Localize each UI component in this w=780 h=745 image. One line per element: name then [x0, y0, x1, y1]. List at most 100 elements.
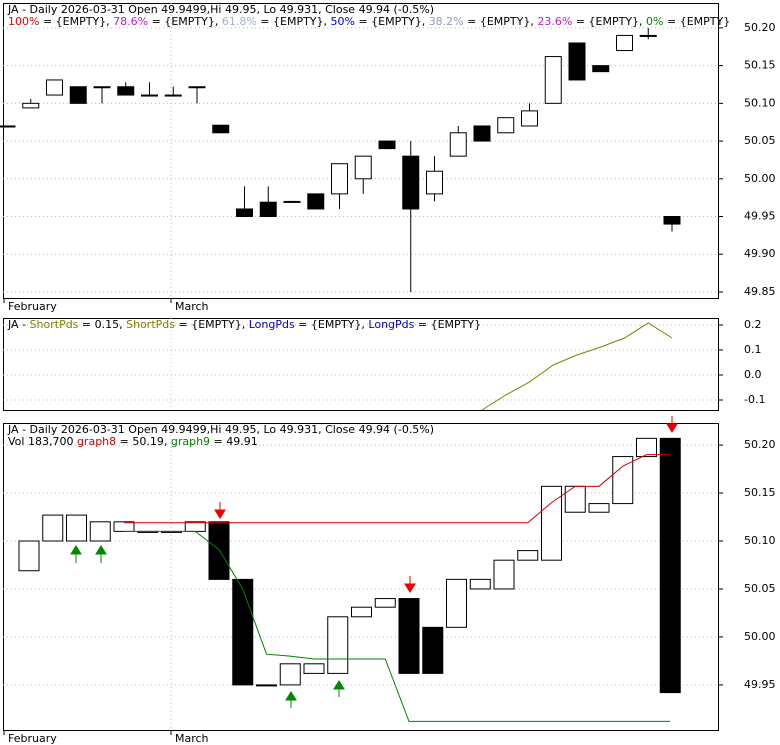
candle-body	[283, 200, 301, 203]
y-tick-label: 0.0	[744, 368, 762, 381]
buy-arrow	[333, 680, 345, 697]
x-tick-label: February	[8, 300, 57, 313]
candle-body	[402, 155, 420, 210]
panel-frame	[3, 318, 719, 411]
header-segment: graph9	[171, 435, 210, 448]
x-tick-label: March	[175, 300, 209, 313]
y-tick-label: 50.10	[744, 534, 776, 547]
header-text: JA - Daily 2026-03-31 Open 49.9499,Hi 49…	[7, 423, 434, 436]
candle-body	[307, 193, 325, 210]
x-tick-label: March	[175, 732, 209, 745]
candle-body	[568, 42, 586, 81]
candle-body	[46, 79, 63, 96]
candle-body	[426, 170, 443, 195]
y-tick-label: 50.10	[744, 96, 776, 109]
candle-body	[521, 110, 538, 127]
header-segment: JA - Daily 2026-03-31 Open 49.9499,Hi 49…	[7, 3, 434, 16]
sell-arrow	[404, 576, 416, 593]
panel-frame	[3, 3, 719, 299]
header-segment: JA - Daily 2026-03-31 Open 49.9499,Hi 49…	[7, 423, 434, 436]
candle-body	[279, 663, 301, 686]
header-text: Vol 183,700 graph8 = 50.19, graph9 = 49.…	[8, 435, 258, 448]
header-segment: 78.6%	[113, 15, 148, 28]
candle-body	[517, 550, 539, 561]
y-tick-label: 50.20	[744, 21, 776, 34]
candle-body	[449, 132, 467, 157]
candle-body	[212, 124, 230, 134]
sell-arrow	[214, 502, 226, 519]
candle-body	[117, 86, 135, 96]
header-segment: 50%	[331, 15, 355, 28]
candle-body	[592, 65, 610, 73]
header-segment: 61.8%	[222, 15, 257, 28]
signal-arrows	[70, 416, 678, 708]
series-line	[481, 322, 673, 411]
candle-body	[327, 616, 349, 674]
header-segment: 100%	[8, 15, 39, 28]
series-line	[124, 454, 671, 524]
buy-arrow	[70, 545, 82, 563]
candle-body	[588, 503, 610, 513]
y-tick-label: 49.90	[744, 247, 776, 260]
header-segment: = {EMPTY},	[355, 15, 429, 28]
header-segment: = 0.15,	[78, 318, 126, 331]
candle-body	[616, 34, 633, 52]
candle-body	[541, 485, 562, 561]
header-segment: = {EMPTY}	[663, 15, 730, 28]
y-tick-label: 50.05	[744, 134, 776, 147]
header-segment: = {EMPTY},	[148, 15, 222, 28]
y-tick-label: 0.2	[744, 318, 762, 331]
candle-body	[374, 598, 396, 608]
candle-body	[422, 626, 444, 674]
header-text: JA - Daily 2026-03-31 Open 49.9499,Hi 49…	[7, 3, 434, 16]
candle-body	[659, 437, 681, 694]
candle-body	[446, 578, 467, 628]
candle-body	[469, 578, 491, 590]
header-segment: LongPds	[368, 318, 414, 331]
y-tick-label: 49.95	[744, 210, 776, 223]
candle-body	[164, 94, 182, 97]
candle-body	[18, 540, 40, 572]
header-segment: LongPds	[249, 318, 295, 331]
header-segment: Vol 183,700	[8, 435, 77, 448]
candle-body	[256, 684, 277, 687]
header-segment: 0%	[646, 15, 663, 28]
header-segment: = {EMPTY}	[414, 318, 481, 331]
candle-body	[69, 86, 87, 104]
header-segment: = {EMPTY},	[464, 15, 538, 28]
candle-body	[66, 514, 87, 542]
y-tick-label: 50.00	[744, 172, 776, 185]
candle-body	[22, 102, 40, 109]
candle-body	[544, 56, 562, 104]
header-segment: 38.2%	[429, 15, 464, 28]
header-segment: = 50.19,	[116, 435, 171, 448]
buy-arrow	[95, 545, 107, 563]
y-tick-label: 49.85	[744, 285, 776, 298]
candle-body	[141, 94, 158, 97]
y-tick-label: 49.95	[744, 678, 776, 691]
y-tick-label: 50.05	[744, 582, 776, 595]
candle-body	[303, 663, 325, 674]
header-segment: = {EMPTY},	[175, 318, 249, 331]
header-segment: = {EMPTY},	[39, 15, 113, 28]
y-tick-label: 50.15	[744, 59, 776, 72]
header-text: JA - ShortPds = 0.15, ShortPds = {EMPTY}…	[7, 318, 481, 331]
sell-arrow	[666, 416, 678, 433]
candle-body	[378, 140, 396, 150]
header-segment: = 49.91	[210, 435, 258, 448]
candle-body	[42, 514, 64, 542]
y-tick-label: 50.00	[744, 630, 776, 643]
candle-body	[236, 208, 253, 218]
buy-arrow	[285, 691, 297, 708]
series-line	[124, 530, 671, 722]
candle-body	[493, 559, 515, 590]
candle-body	[663, 216, 681, 225]
header-segment: 23.6%	[537, 15, 572, 28]
y-tick-label: 50.15	[744, 486, 776, 499]
candle-body	[354, 155, 372, 180]
header-segment: graph8	[77, 435, 116, 448]
candle-body	[331, 163, 348, 195]
panel-frame	[3, 423, 719, 731]
candle-body	[351, 606, 372, 618]
